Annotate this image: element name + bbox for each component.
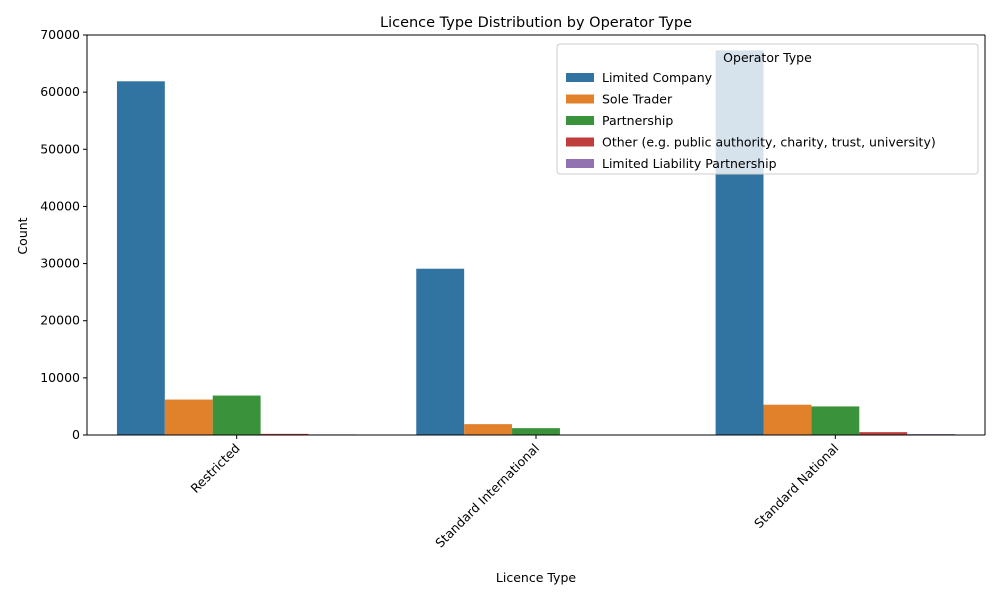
bar-standard-national-series-3 xyxy=(811,406,860,435)
x-axis-label: Licence Type xyxy=(496,570,576,585)
legend-swatch xyxy=(566,159,594,168)
legend-entry: Partnership xyxy=(602,113,673,128)
y-axis-label: Count xyxy=(15,217,30,254)
legend-box xyxy=(556,43,979,175)
legend-entry: Other (e.g. public authority, charity, t… xyxy=(602,135,936,150)
legend-entry: Sole Trader xyxy=(602,92,673,107)
chart-title: Licence Type Distribution by Operator Ty… xyxy=(380,15,692,31)
bar-standard-international-series-3 xyxy=(512,428,560,435)
bar-restricted-series-1 xyxy=(116,81,165,436)
bar-restricted-series-3 xyxy=(212,395,261,435)
legend-swatch xyxy=(566,137,594,147)
legend-swatch xyxy=(566,94,594,104)
legend-title: Operator Type xyxy=(723,50,812,65)
legend-entry: Limited Liability Partnership xyxy=(602,156,777,171)
legend-swatch xyxy=(566,73,594,82)
y-tick-label: 20000 xyxy=(40,313,80,328)
bar-standard-national-series-4 xyxy=(859,432,908,435)
bar-standard-national-series-2 xyxy=(763,404,812,435)
legend-swatch xyxy=(566,116,594,125)
y-tick-label: 40000 xyxy=(40,198,80,213)
y-tick-label: 50000 xyxy=(40,141,80,156)
bar-standard-international-series-1 xyxy=(416,268,465,435)
y-tick-label: 70000 xyxy=(40,27,80,42)
y-tick-label: 10000 xyxy=(40,370,80,385)
legend-entry: Limited Company xyxy=(602,70,713,85)
y-tick-label: 30000 xyxy=(40,256,80,271)
bar-restricted-series-2 xyxy=(164,399,213,435)
legend: Operator Type Limited Company Sole Trader P… xyxy=(556,43,979,175)
y-tick-label: 0 xyxy=(72,427,80,442)
bar-restricted-series-4 xyxy=(260,433,309,435)
y-tick-label: 60000 xyxy=(40,84,80,99)
bar-standard-international-series-2 xyxy=(464,424,513,435)
